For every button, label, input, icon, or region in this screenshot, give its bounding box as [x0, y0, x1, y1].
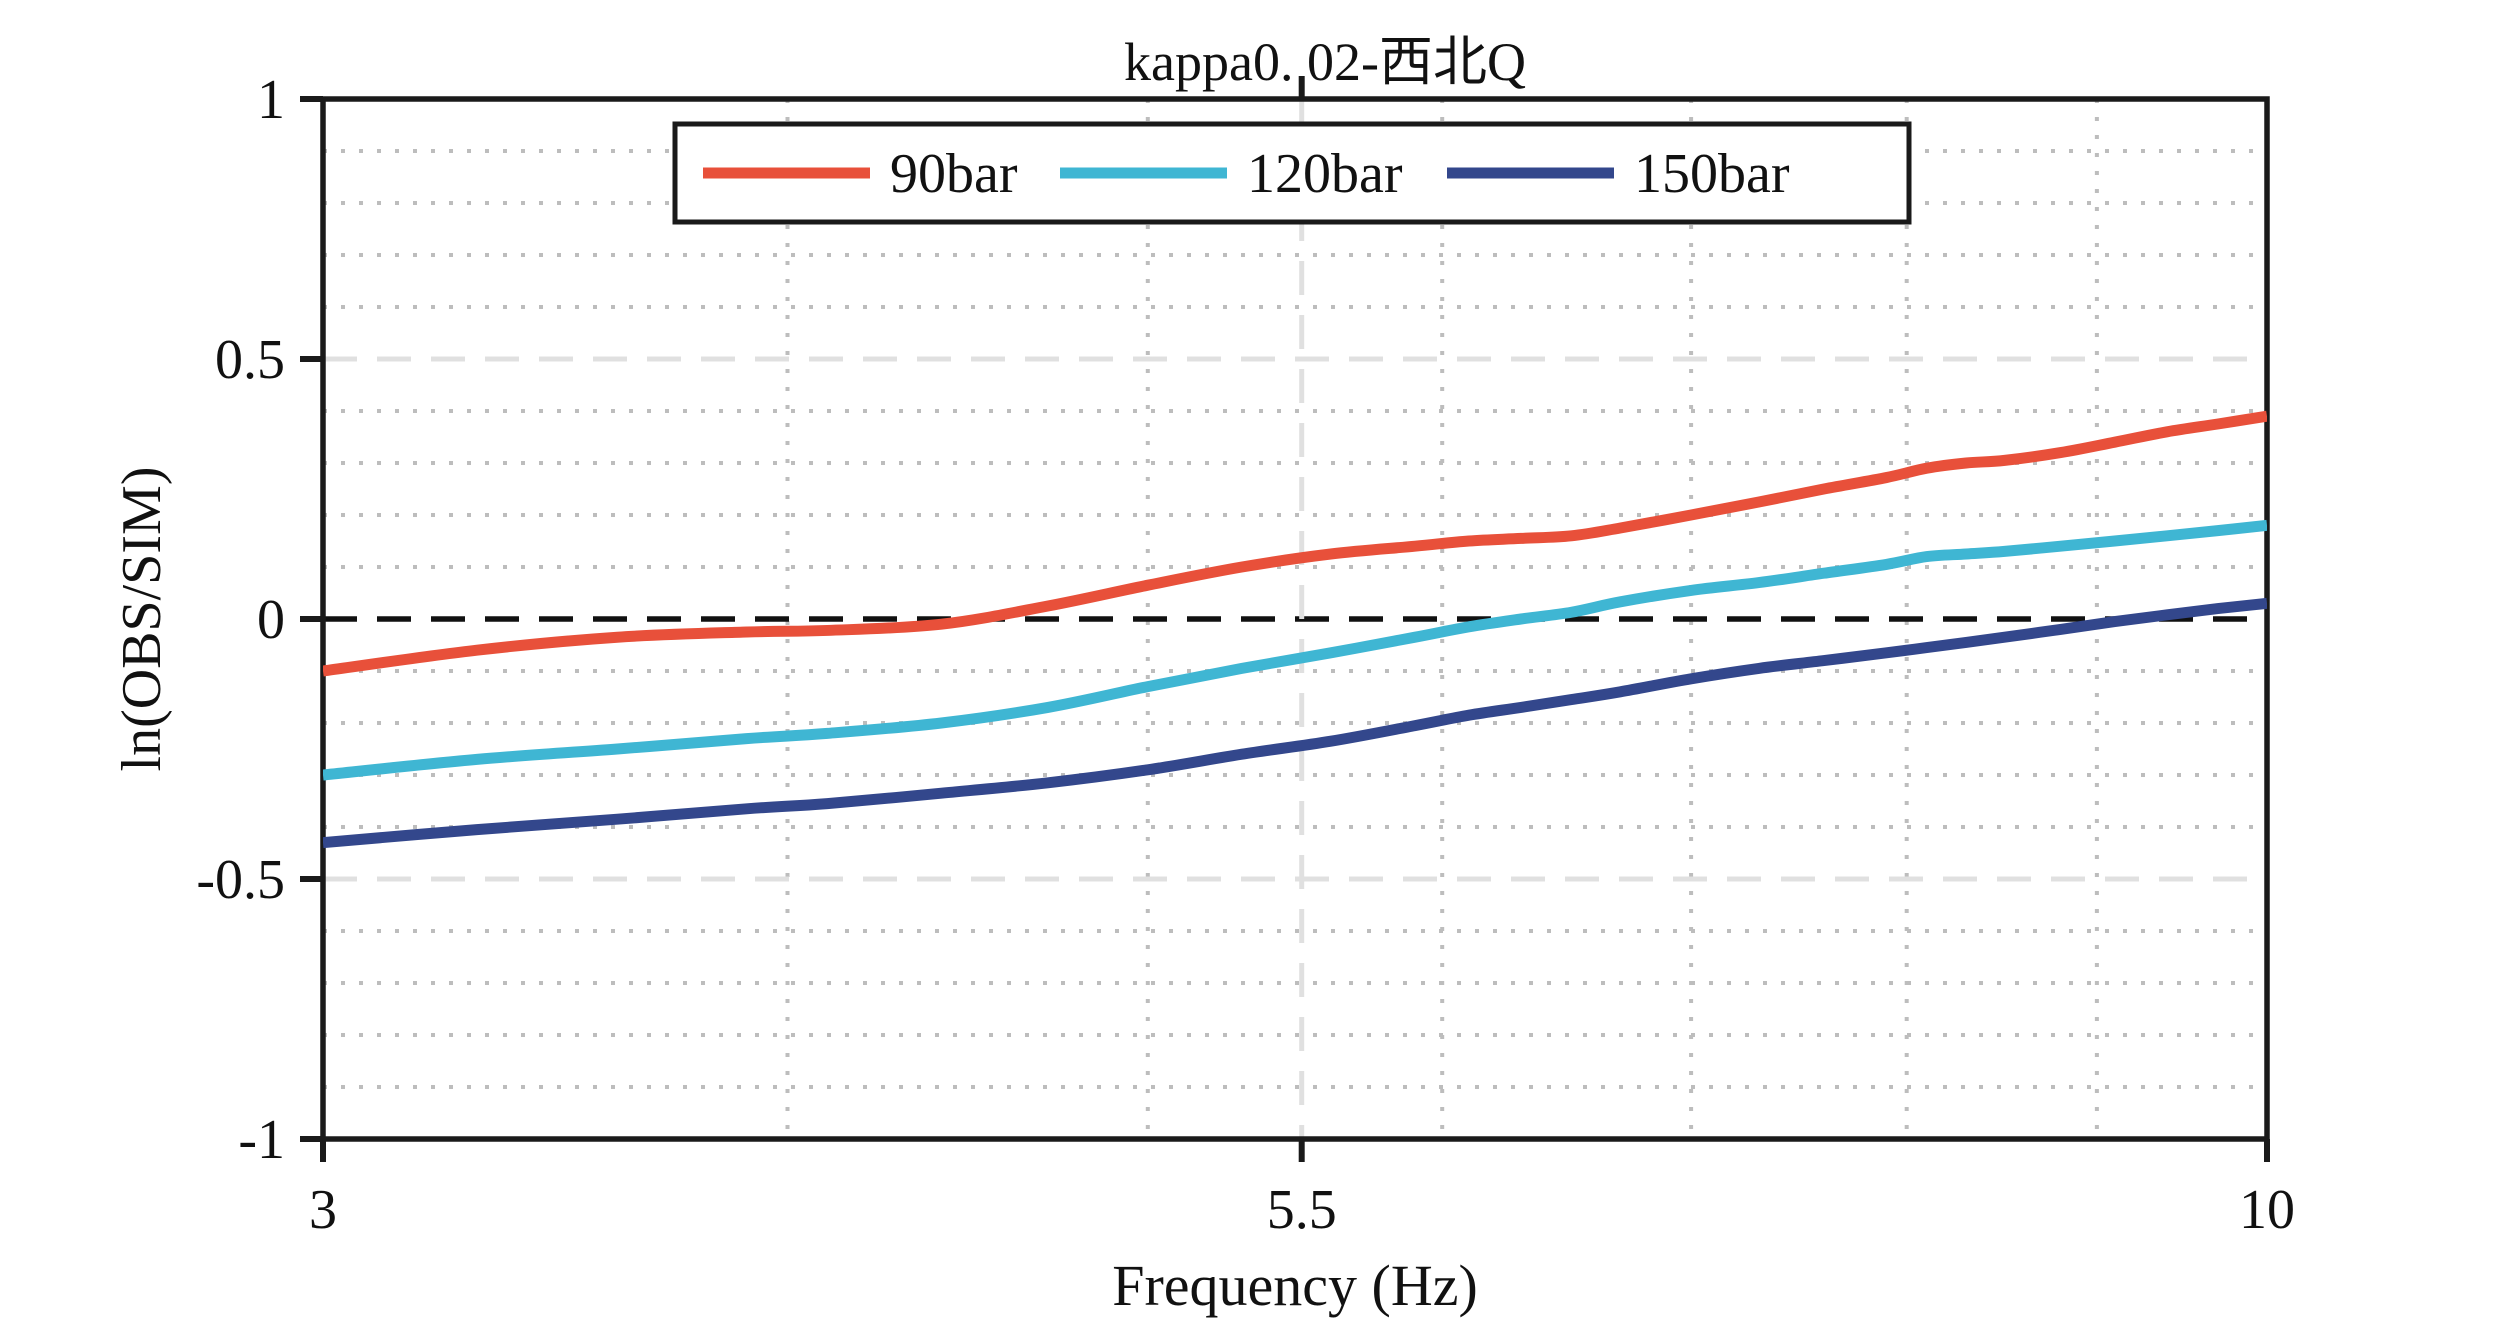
svg-text:120bar: 120bar	[1247, 143, 1403, 205]
svg-text:kappa0. 02-西北Q: kappa0. 02-西北Q	[1124, 32, 1526, 92]
svg-text:Frequency (Hz): Frequency (Hz)	[1112, 1253, 1478, 1318]
svg-text:5.5: 5.5	[1267, 1179, 1337, 1241]
svg-text:0.5: 0.5	[215, 329, 285, 391]
svg-text:0: 0	[257, 589, 285, 651]
svg-text:-1: -1	[238, 1109, 285, 1171]
svg-text:1: 1	[257, 69, 285, 131]
svg-text:150bar: 150bar	[1634, 143, 1790, 205]
svg-text:ln(OBS/SIM): ln(OBS/SIM)	[111, 467, 173, 772]
svg-text:90bar: 90bar	[890, 143, 1018, 205]
svg-text:3: 3	[309, 1179, 337, 1241]
svg-text:10: 10	[2239, 1179, 2295, 1241]
svg-text:-0.5: -0.5	[196, 849, 285, 911]
